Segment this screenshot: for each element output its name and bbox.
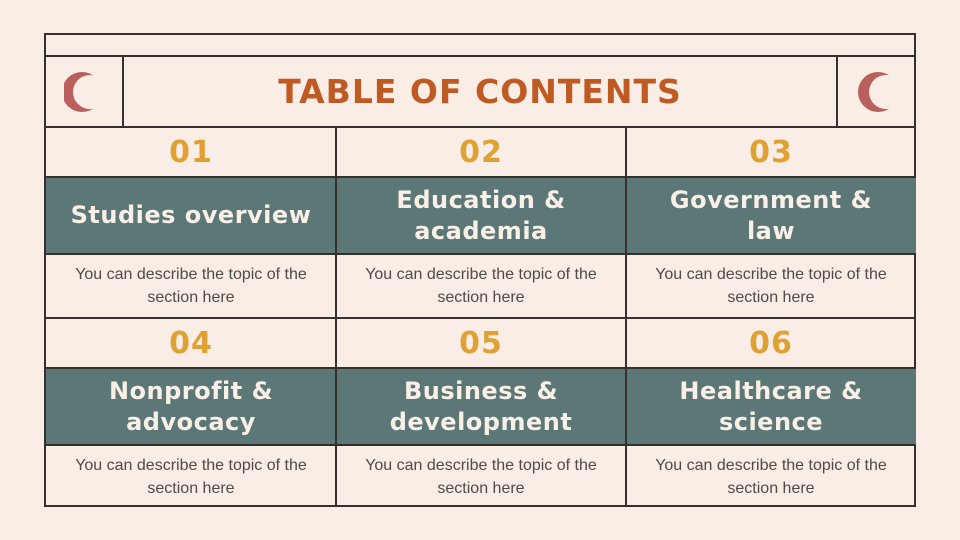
- section-number: 05: [336, 319, 626, 369]
- section-number: 02: [336, 128, 626, 178]
- section-description: You can describe the topic of the sectio…: [365, 457, 597, 497]
- section-number: 01: [46, 128, 336, 178]
- section-description: You can describe the topic of the sectio…: [655, 457, 887, 497]
- section-heading: Business & development: [336, 369, 626, 446]
- section-card-06: 06 Healthcare & science You can describe…: [626, 319, 916, 508]
- title-row: TABLE OF CONTENTS: [46, 57, 914, 128]
- crescent-moon-icon: [858, 71, 896, 112]
- page-title: TABLE OF CONTENTS: [278, 72, 682, 111]
- section-description: You can describe the topic of the sectio…: [75, 457, 307, 497]
- table-of-contents-frame: TABLE OF CONTENTS 01 Studies overview Yo…: [44, 33, 916, 507]
- section-number: 06: [626, 319, 916, 369]
- sections-grid: 01 Studies overview You can describe the…: [46, 128, 916, 508]
- section-description: You can describe the topic of the sectio…: [655, 266, 887, 306]
- section-heading: Studies overview: [46, 178, 336, 255]
- section-card-02: 02 Education & academia You can describe…: [336, 128, 626, 317]
- section-card-01: 01 Studies overview You can describe the…: [46, 128, 336, 317]
- section-description: You can describe the topic of the sectio…: [75, 266, 307, 306]
- top-strip: [46, 35, 914, 57]
- section-description: You can describe the topic of the sectio…: [365, 266, 597, 306]
- crescent-moon-icon: [64, 71, 102, 112]
- right-moon-cell: [836, 57, 914, 126]
- section-card-04: 04 Nonprofit & advocacy You can describe…: [46, 319, 336, 508]
- section-heading: Healthcare & science: [626, 369, 916, 446]
- row-divider: [46, 317, 914, 319]
- section-card-05: 05 Business & development You can descri…: [336, 319, 626, 508]
- section-heading: Nonprofit & advocacy: [46, 369, 336, 446]
- section-card-03: 03 Government & law You can describe the…: [626, 128, 916, 317]
- section-number: 04: [46, 319, 336, 369]
- section-heading: Government & law: [626, 178, 916, 255]
- left-moon-cell: [46, 57, 124, 126]
- section-heading: Education & academia: [336, 178, 626, 255]
- section-number: 03: [626, 128, 916, 178]
